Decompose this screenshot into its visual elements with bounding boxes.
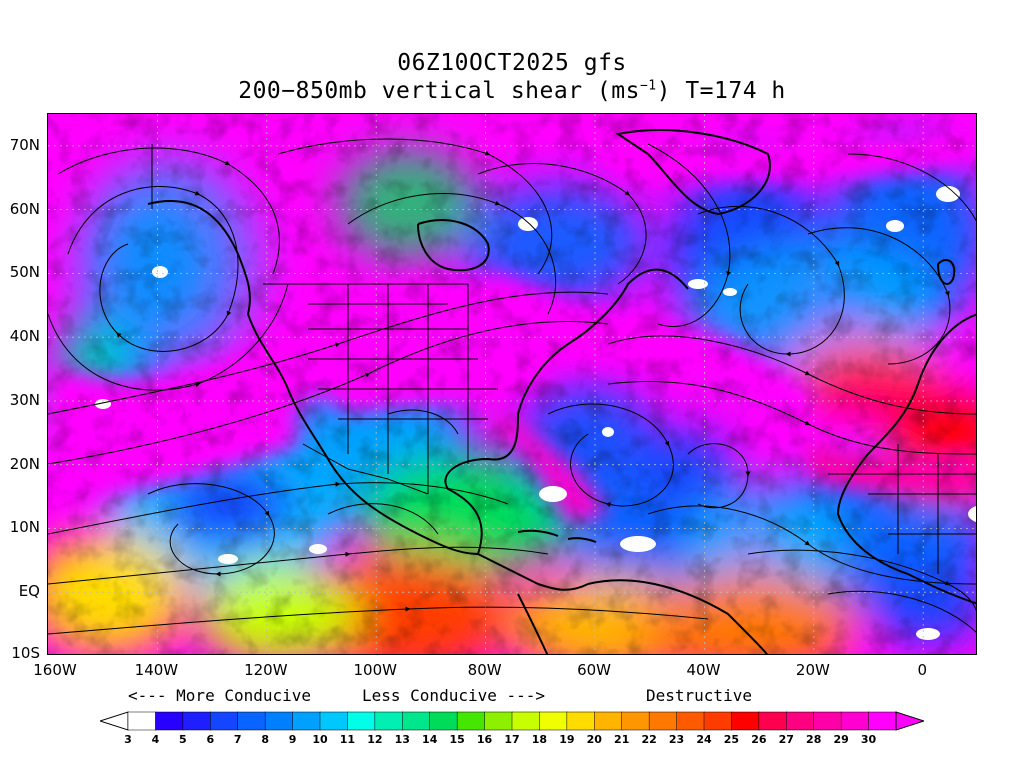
colorbar-tick-label: 20 — [586, 733, 602, 746]
colorbar-swatch — [511, 711, 541, 731]
colorbar-swatch — [648, 711, 678, 731]
colorbar-swatch — [127, 711, 157, 731]
colorbar-swatch — [868, 711, 897, 731]
colorbar-tick-label: 5 — [179, 733, 187, 746]
colorbar-tick-label: 6 — [206, 733, 215, 746]
title-tail: ) T=174 h — [656, 78, 786, 104]
colorbar-tick-label: 7 — [233, 733, 242, 746]
legend-destructive: Destructive — [646, 686, 752, 705]
colorbar-tick-label: 23 — [668, 733, 685, 746]
colorbar-swatch — [402, 711, 431, 731]
colorbar-tick-label: 18 — [531, 733, 548, 746]
lon-label: 100W — [353, 661, 397, 679]
colorbar — [100, 711, 924, 731]
colorbar-tick-label: 27 — [778, 733, 794, 746]
colorbar-swatch — [374, 711, 404, 731]
colorbar-tick-label: 8 — [261, 733, 269, 746]
lat-label: 70N — [9, 135, 40, 154]
colorbar-swatch — [621, 711, 650, 731]
shear-field — [48, 114, 976, 654]
title-unit-exponent: −1 — [639, 78, 657, 94]
colorbar-swatch — [539, 711, 568, 731]
lat-label: 60N — [9, 199, 40, 218]
lon-label: 20W — [795, 661, 830, 679]
colorbar-tick-label: 25 — [723, 733, 740, 746]
colorbar-low-arrow — [100, 711, 129, 731]
colorbar-tick-label: 24 — [696, 733, 712, 746]
colorbar-tick-label: 11 — [339, 733, 356, 746]
colorbar-swatch — [758, 711, 788, 731]
lon-label: 160W — [33, 661, 77, 679]
colorbar-tick-label: 10 — [312, 733, 328, 746]
colorbar-swatch — [319, 711, 349, 731]
colorbar-tick-label: 14 — [422, 733, 438, 746]
colorbar-swatch — [786, 711, 815, 731]
legend-less-conducive: Less Conducive ---> — [362, 686, 546, 705]
colorbar-tick-label: 16 — [476, 733, 493, 746]
colorbar-tick-label: 22 — [641, 733, 657, 746]
lat-label: EQ — [18, 582, 40, 601]
colorbar-tick-label: 28 — [806, 733, 822, 746]
colorbar-swatch — [594, 711, 623, 731]
colorbar-tick-label: 19 — [559, 733, 575, 746]
colorbar-swatch — [840, 711, 870, 731]
lat-label: 30N — [9, 390, 40, 409]
colorbar-tick-label: 9 — [288, 733, 297, 746]
colorbar-tick-label: 13 — [394, 733, 410, 746]
colorbar-tick-label: 26 — [751, 733, 767, 746]
colorbar-swatch — [731, 711, 760, 731]
title-main: 200−850mb vertical shear (ms — [238, 78, 640, 104]
colorbar-swatch — [292, 711, 321, 731]
colorbar-swatch — [429, 711, 458, 731]
colorbar-tick-label: 21 — [614, 733, 630, 746]
colorbar-tick-label: 29 — [833, 733, 849, 746]
lat-label: 40N — [9, 327, 40, 346]
colorbar-tick-label: 17 — [504, 733, 520, 746]
colorbar-swatch — [484, 711, 513, 731]
colorbar-swatch — [264, 711, 294, 731]
colorbar-tick-label: 30 — [860, 733, 877, 746]
lon-label: 140W — [134, 661, 179, 679]
lat-label: 50N — [9, 263, 40, 282]
colorbar-swatch — [703, 711, 733, 731]
colorbar-tick-label: 4 — [151, 733, 160, 746]
lat-label: 20N — [9, 454, 40, 473]
lat-label: 10N — [9, 518, 40, 537]
colorbar-swatch — [210, 711, 239, 731]
colorbar-tick-label: 15 — [449, 733, 465, 746]
colorbar-swatch — [182, 711, 212, 731]
lon-label: 0 — [917, 661, 928, 679]
map-title-line1: 06Z10OCT2025 gfs — [397, 50, 627, 76]
colorbar-tick-label: 3 — [124, 733, 132, 746]
colorbar-swatch — [813, 711, 842, 731]
lon-label: 120W — [244, 661, 288, 679]
colorbar-swatch — [676, 711, 705, 731]
streamlines — [48, 138, 976, 635]
colorbar-swatch — [237, 711, 266, 731]
colorbar-swatch — [456, 711, 486, 731]
legend-more-conducive: <--- More Conducive — [128, 686, 312, 705]
shear-map — [47, 113, 977, 655]
colorbar-tick-label: 12 — [367, 733, 383, 746]
colorbar-swatch — [347, 711, 376, 731]
lon-label: 80W — [467, 661, 502, 679]
lat-label: 10S — [11, 644, 40, 662]
map-title-line2: 200−850mb vertical shear (ms−1) T=174 h — [0, 78, 1024, 104]
colorbar-swatch — [155, 711, 184, 731]
lon-label: 40W — [686, 661, 721, 679]
colorbar-swatch — [566, 711, 596, 731]
colorbar-high-arrow — [895, 711, 924, 731]
lon-label: 60W — [577, 661, 612, 679]
